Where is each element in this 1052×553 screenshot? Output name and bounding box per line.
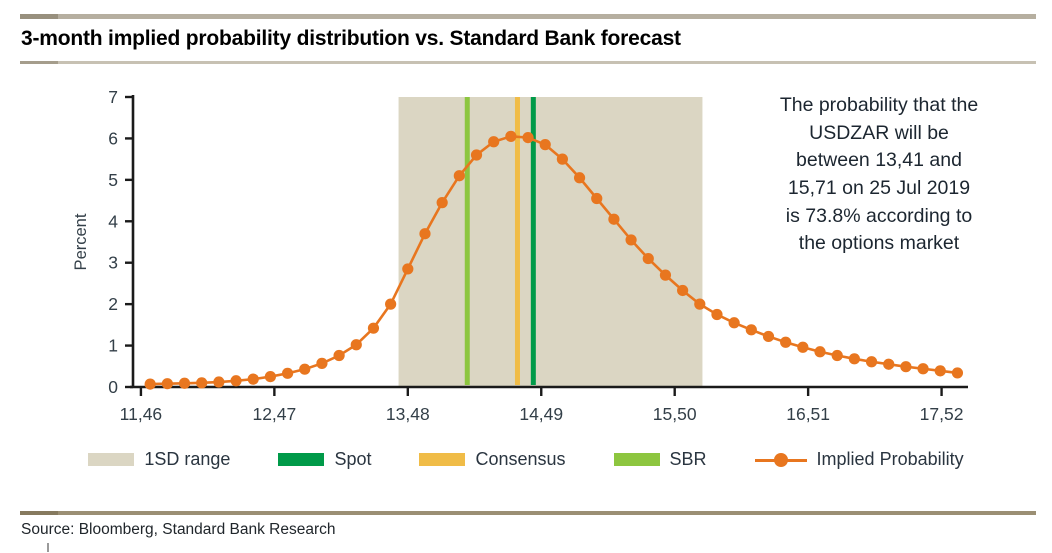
legend-swatch-icon [419,453,466,466]
y-tick-label: 0 [108,377,118,397]
implied-probability-point [436,197,448,209]
implied-probability-point [797,341,809,353]
source-divider-cap [20,511,58,515]
probability-distribution-chart: 0 1 2 3 4 5 6 7 11,46 12,47 13,48 14,49 15,50 16,51 17… [72,87,968,424]
x-tick-label: 17,52 [920,404,964,424]
implied-probability-point [178,377,191,389]
implied-probability-point [814,346,826,358]
implied-probability-point [608,213,620,225]
legend-swatch-icon [613,453,660,466]
y-tick-label: 5 [108,170,118,190]
implied-probability-point [951,367,964,379]
implied-probability-point [539,139,551,151]
source-divider [20,511,1036,515]
implied-probability-point [865,356,878,368]
implied-probability-point [728,317,740,329]
implied-probability-point [488,136,500,148]
implied-probability-point [677,284,689,297]
chart-legend: 1SD range Spot Consensus SBR Implied Probabi… [0,449,1052,470]
legend-line-marker-icon [754,452,807,467]
legend-item-sbr: SBR [613,449,707,470]
y-axis-title: Percent [72,213,90,270]
implied-probability-point [453,170,465,182]
one-sd-band [398,97,703,386]
source-note: Source: Bloomberg, Standard Bank Researc… [21,521,336,538]
chart-title: 3-month implied probability distribution… [21,27,681,50]
implied-probability-point [333,349,345,362]
legend-label: Consensus [475,449,566,469]
x-tick-label: 14,49 [519,404,563,424]
legend-dot-icon [773,452,788,467]
legend-item-spot: Spot [278,449,371,470]
title-divider [20,61,1036,64]
y-tick-label: 2 [108,294,118,314]
legend-label: SBR [669,449,707,469]
legend-swatch-icon [88,453,135,466]
implied-probability-point [522,132,534,144]
implied-probability-point [745,324,757,336]
y-tick-label: 6 [108,128,118,148]
title-divider-cap [20,61,58,64]
y-tick-label: 7 [108,87,118,107]
legend-swatch-icon [278,453,325,466]
implied-probability-point [505,130,517,142]
implied-probability-point [831,349,843,362]
implied-probability-point [917,363,929,375]
implied-probability-point [556,153,568,165]
implied-probability-point [780,336,792,348]
x-tick-label: 11,46 [120,404,163,424]
implied-probability-point [247,373,259,385]
implied-probability-point [161,378,173,390]
implied-probability-point [762,330,775,343]
implied-probability-point [591,192,603,205]
implied-probability-point [230,375,242,387]
implied-probability-point [316,357,328,369]
implied-probability-point [196,377,208,389]
legend-label: Spot [334,449,372,469]
y-tick-label: 3 [108,253,118,273]
implied-probability-point [900,361,912,373]
implied-probability-point [385,298,397,310]
implied-probability-point [402,263,414,275]
chart-annotation: The probability that the USDZAR will be … [779,94,979,255]
implied-probability-point [659,269,672,281]
implied-probability-point [848,353,860,365]
implied-probability-point [694,298,706,310]
x-tick-label: 15,50 [653,404,697,424]
implied-probability-point [573,172,586,184]
implied-probability-point [711,308,723,321]
implied-probability-point [642,252,654,265]
x-tick-label: 16,51 [786,404,830,424]
implied-probability-point [625,234,637,246]
top-divider-cap [20,14,58,19]
implied-probability-point [883,358,895,370]
implied-probability-point [144,378,156,390]
implied-probability-point [213,376,225,388]
y-tick-label: 1 [108,336,118,356]
implied-probability-point [350,339,362,351]
top-divider [20,14,1036,19]
implied-probability-point [281,367,294,379]
x-tick-label: 12,47 [252,404,296,424]
legend-item-1sd-range: 1SD range [88,449,230,470]
legend-item-consensus: Consensus [419,449,566,470]
y-tick-label: 4 [108,211,118,231]
implied-probability-point [470,149,483,161]
implied-probability-point [264,371,277,383]
legend-label: 1SD range [144,449,231,469]
legend-item-implied-probability: Implied Probability [754,449,964,470]
implied-probability-point [934,365,946,377]
corner-tick-mark [47,543,49,552]
implied-probability-point [367,322,380,334]
implied-probability-point [419,228,431,240]
legend-label: Implied Probability [816,449,964,469]
implied-probability-point [299,363,311,375]
x-tick-label: 13,48 [386,404,430,424]
